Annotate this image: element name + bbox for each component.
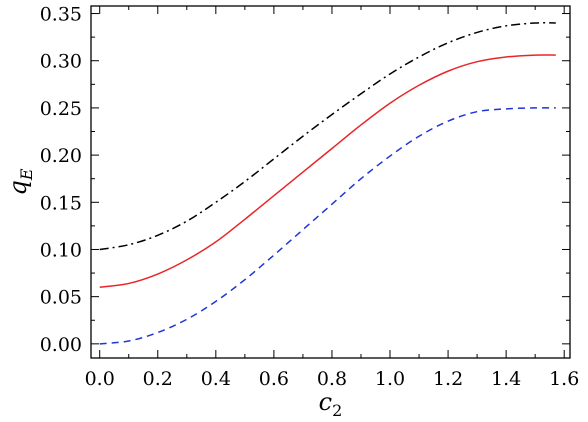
x-tick-label: 0.6 — [259, 368, 289, 390]
y-tick-label: 0.20 — [40, 145, 82, 167]
series-line-dashed — [99, 107, 556, 345]
x-axis-label: c2 — [319, 388, 343, 420]
series-line-solid — [99, 54, 556, 288]
x-tick-label: 0.8 — [317, 368, 347, 390]
y-tick-label: 0.35 — [40, 4, 82, 26]
x-tick-label: 1.2 — [433, 368, 463, 390]
x-tick-label: 0.2 — [143, 368, 173, 390]
tick-layer: 0.0 0.2 0.4 0.6 0.8 1.0 1.2 1.4 1.6 0.00 0.05 0.10 0… — [40, 4, 580, 390]
x-axis-label-subscript: 2 — [332, 401, 342, 420]
y-tick-label: 0.05 — [40, 287, 82, 309]
x-tick-label: 0.0 — [85, 368, 115, 390]
y-tick-label: 0.25 — [40, 98, 82, 120]
x-tick-label: 1.0 — [375, 368, 405, 390]
x-tick-label: 1.4 — [491, 368, 521, 390]
y-axis-label-subscript: E — [17, 168, 36, 181]
y-tick-label: 0.15 — [40, 192, 82, 214]
y-tick-label: 0.10 — [40, 239, 82, 261]
series-layer — [99, 22, 556, 345]
x-axis-label-base: c — [319, 388, 332, 416]
plot-frame — [90, 5, 571, 359]
y-tick-label: 0.30 — [40, 51, 82, 73]
x-tick-label: 0.4 — [201, 368, 231, 390]
y-axis-label-base: q — [4, 180, 32, 195]
series-line-dashdot — [99, 22, 556, 251]
y-axis-label: qE — [4, 168, 36, 195]
y-tick-label: 0.00 — [40, 334, 82, 356]
x-tick-label: 1.6 — [549, 368, 579, 390]
